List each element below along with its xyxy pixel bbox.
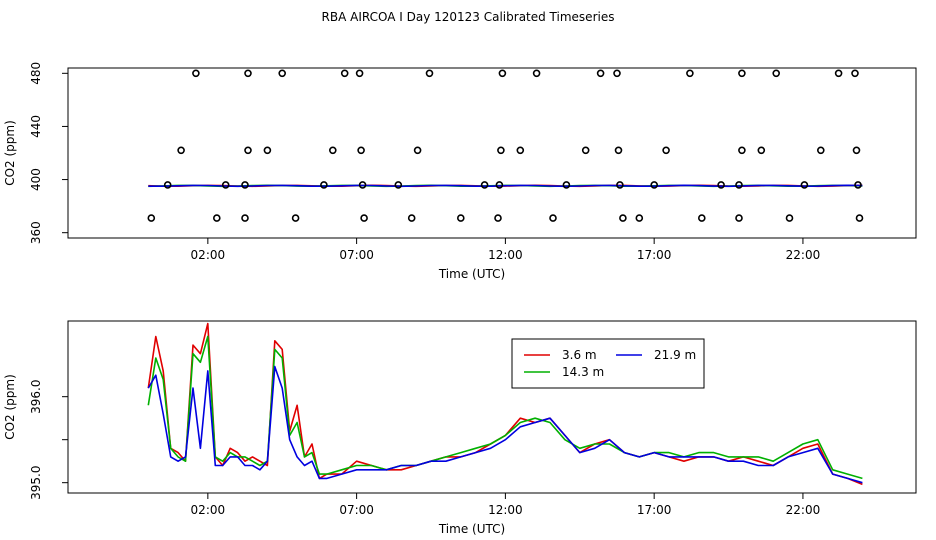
data-point [662, 146, 670, 155]
y-tick-label: 400 [29, 168, 43, 191]
top-co2-scatter-panel: 02:00 07:00 12:00 17:00 22:00 Time (UTC) 360 40… [3, 62, 917, 281]
x-tick-label: 07:00 [339, 248, 374, 262]
data-point [320, 181, 328, 189]
x-tick-label: 22:00 [786, 248, 821, 262]
data-point [614, 146, 623, 155]
data-point [650, 181, 659, 189]
chart-legend: 3.6 m 14.3 m 21.9 m [511, 338, 705, 389]
data-point [278, 69, 287, 78]
data-point [757, 146, 766, 155]
data-point [263, 146, 272, 155]
plot-frame [67, 67, 917, 239]
data-point [163, 181, 172, 189]
bottom-co2-timeseries-panel: 02:00 07:00 12:00 17:00 22:00 Time (UTC) 395.0… [3, 320, 917, 536]
data-point [855, 214, 864, 222]
data-point [800, 181, 809, 189]
data-point [291, 214, 300, 222]
data-point [177, 146, 185, 155]
y-tick-label: 480 [29, 62, 43, 85]
x-tick-label: 02:00 [191, 503, 226, 517]
figure-title: RBA AIRCOA I Day 120123 Calibrated Times… [322, 10, 615, 24]
data-point [619, 214, 627, 222]
data-point [635, 214, 644, 222]
data-point [494, 214, 502, 222]
series-line-3-6-m [147, 322, 863, 486]
data-point [532, 69, 541, 78]
data-point [738, 146, 746, 155]
data-point [221, 181, 230, 189]
x-axis-label: Time (UTC) [438, 267, 505, 281]
data-point [697, 214, 706, 222]
data-point [357, 146, 365, 155]
data-point [851, 69, 859, 78]
plot-frame [67, 320, 917, 494]
x-tick-label: 02:00 [191, 248, 226, 262]
legend-box [511, 338, 705, 389]
data-point [549, 214, 557, 222]
data-point [340, 69, 349, 78]
x-tick-label: 12:00 [488, 503, 523, 517]
legend-label: 3.6 m [562, 348, 597, 362]
series-line-21-9-m [147, 365, 863, 484]
y-tick-label: 396.0 [29, 380, 43, 414]
series-line-blue [148, 184, 863, 188]
data-point [852, 146, 861, 155]
data-point [596, 69, 605, 78]
data-point [358, 181, 367, 189]
data-point [360, 214, 368, 222]
y-tick-label: 395.0 [29, 466, 43, 500]
data-point [498, 69, 507, 78]
y-axis-label: CO2 (ppm) [3, 120, 17, 186]
y-axis-label: CO2 (ppm) [3, 374, 17, 440]
data-point [613, 69, 621, 78]
legend-label: 21.9 m [654, 348, 696, 362]
data-point [244, 146, 252, 155]
data-point [213, 214, 221, 222]
data-point [413, 146, 422, 155]
series-line-14-3-m [147, 335, 863, 480]
data-point [854, 181, 862, 189]
data-point [686, 69, 694, 78]
x-axis-label: Time (UTC) [438, 522, 505, 536]
data-point [147, 214, 156, 222]
data-point [772, 69, 781, 78]
data-point [394, 181, 403, 189]
x-tick-label: 22:00 [786, 503, 821, 517]
data-point [425, 69, 434, 78]
x-tick-label: 12:00 [488, 248, 523, 262]
data-point [495, 181, 504, 189]
data-point [241, 181, 249, 189]
data-point [241, 214, 249, 222]
data-point [192, 69, 200, 78]
data-point [355, 69, 364, 78]
data-point [562, 181, 571, 189]
data-point [816, 146, 825, 155]
legend-label: 14.3 m [562, 365, 604, 379]
data-point [328, 146, 337, 155]
data-point [516, 146, 525, 155]
y-tick-label: 360 [29, 221, 43, 244]
data-point [735, 214, 743, 222]
data-point [581, 146, 590, 155]
x-tick-label: 17:00 [637, 503, 672, 517]
data-point [497, 146, 505, 155]
data-point [735, 181, 743, 189]
x-tick-label: 17:00 [637, 248, 672, 262]
y-tick-label: 440 [29, 115, 43, 138]
data-point [738, 69, 746, 78]
data-point [834, 69, 843, 78]
data-point [244, 69, 252, 78]
x-tick-label: 07:00 [339, 503, 374, 517]
data-point [785, 214, 794, 222]
data-point [456, 214, 465, 222]
data-point [616, 181, 624, 189]
data-point [480, 181, 489, 189]
data-point [407, 214, 416, 222]
data-point [717, 181, 725, 189]
